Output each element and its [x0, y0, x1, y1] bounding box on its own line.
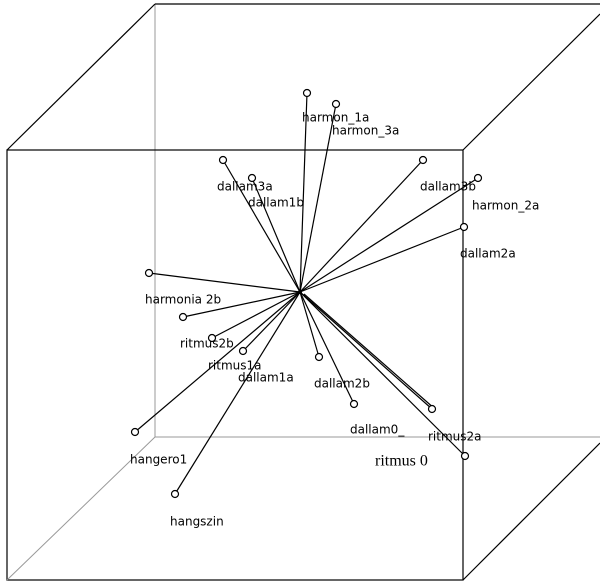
- point: [427, 404, 437, 414]
- point-label: ritmus2b: [180, 337, 234, 351]
- cube-back: [154, 3, 600, 438]
- point-label: ritmus2a: [428, 430, 482, 444]
- point-label: dallam2a: [460, 247, 516, 261]
- edge: [462, 13, 600, 151]
- point-label: dallam1a: [238, 371, 294, 385]
- ray: [299, 177, 479, 293]
- point-label: harmon_1a: [302, 111, 369, 125]
- point-label: dallam0_: [350, 423, 405, 437]
- point: [331, 99, 341, 109]
- ray: [182, 291, 301, 318]
- point: [170, 489, 180, 499]
- edge: [462, 442, 600, 581]
- rays: [134, 92, 479, 495]
- ray: [211, 291, 301, 339]
- point: [460, 451, 470, 461]
- ray: [242, 291, 301, 352]
- ray: [303, 293, 436, 410]
- point-label: hangszin: [170, 515, 224, 529]
- point: [144, 268, 154, 278]
- point-label: dallam2b: [314, 377, 370, 391]
- ray: [299, 291, 355, 405]
- ray: [148, 272, 301, 293]
- point: [459, 222, 469, 232]
- point: [302, 88, 312, 98]
- front-face: [6, 149, 464, 581]
- edge: [6, 436, 156, 581]
- point: [418, 155, 428, 165]
- point: [178, 312, 188, 322]
- edge: [6, 3, 156, 151]
- point: [238, 346, 248, 356]
- point: [247, 173, 257, 183]
- point-label: dallam3a: [217, 180, 273, 194]
- ray: [299, 291, 320, 358]
- point-label: ritmus 0: [375, 453, 428, 470]
- ray: [251, 177, 301, 293]
- point-label: harmonia 2b: [145, 293, 221, 307]
- point-label: dallam3b: [420, 180, 476, 194]
- cube-front: [6, 3, 600, 581]
- ray: [299, 291, 466, 457]
- point: [207, 333, 217, 343]
- point-label: dallam1b: [248, 196, 304, 210]
- point-label: hangero1: [130, 453, 187, 467]
- ray: [222, 159, 301, 293]
- point-label: harmon_2a: [472, 199, 539, 213]
- point: [314, 352, 324, 362]
- ray: [299, 159, 424, 293]
- ray: [299, 226, 465, 293]
- point: [349, 399, 359, 409]
- ray: [174, 291, 301, 495]
- point-label: ritmus1a: [208, 359, 262, 373]
- point: [130, 427, 140, 437]
- point: [218, 155, 228, 165]
- ray: [299, 103, 337, 293]
- ray: [134, 291, 301, 433]
- ray: [299, 291, 433, 410]
- point-label: harmon_3a: [332, 124, 399, 138]
- ray: [299, 92, 308, 293]
- point: [473, 173, 483, 183]
- center: [298, 290, 302, 294]
